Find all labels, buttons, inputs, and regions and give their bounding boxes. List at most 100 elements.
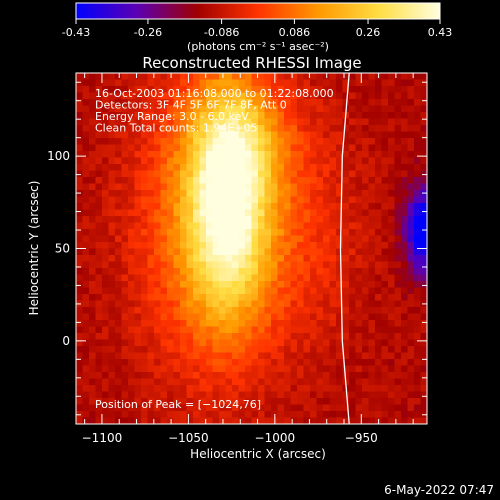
heatmap-cell [115,216,123,224]
heatmap-cell [193,333,201,341]
heatmap-cell [167,242,175,250]
heatmap-cell [212,268,220,276]
heatmap-cell [362,118,370,126]
heatmap-cell [167,255,175,263]
heatmap-cell [154,398,162,406]
heatmap-cell [89,372,97,380]
heatmap-cell [355,164,363,172]
heatmap-cell [173,138,181,146]
heatmap-cell [108,105,116,113]
heatmap-cell [115,339,123,347]
heatmap-cell [173,196,181,204]
heatmap-cell [219,398,227,406]
heatmap-cell [290,151,298,159]
heatmap-cell [180,79,188,87]
heatmap-cell [323,151,331,159]
heatmap-cell [329,125,337,133]
heatmap-cell [375,261,383,269]
heatmap-cell [160,112,168,120]
annotation-line: 16-Oct-2003 01:16:08.000 to 01:22:08.000 [95,87,334,100]
heatmap-cell [225,333,233,341]
heatmap-cell [258,268,266,276]
heatmap-cell [89,365,97,373]
heatmap-cell [251,144,259,152]
heatmap-cell [206,300,214,308]
heatmap-cell [251,229,259,237]
heatmap-cell [251,112,259,120]
heatmap-cell [297,274,305,282]
heatmap-cell [277,313,285,321]
heatmap-cell [134,112,142,120]
heatmap-cell [115,138,123,146]
heatmap-cell [76,339,84,347]
heatmap-cell [160,417,168,424]
heatmap-cell [368,118,376,126]
heatmap-cell [284,398,292,406]
heatmap-cell [297,164,305,172]
heatmap-cell [329,105,337,113]
heatmap-cell [329,138,337,146]
heatmap-cell [95,261,103,269]
heatmap-cell [290,281,298,289]
heatmap-cell [180,235,188,243]
heatmap-cell [401,339,409,347]
heatmap-cell [362,398,370,406]
heatmap-cell [251,151,259,159]
heatmap-cell [401,378,409,386]
heatmap-cell [225,326,233,334]
heatmap-cell [375,118,383,126]
heatmap-cell [394,222,402,230]
heatmap-cell [232,222,240,230]
heatmap-cell [82,92,90,100]
heatmap-cell [290,105,298,113]
heatmap-cell [349,411,357,419]
heatmap-cell [193,300,201,308]
heatmap-cell [264,346,272,354]
heatmap-cell [277,229,285,237]
heatmap-cell [277,248,285,256]
heatmap-cell [95,281,103,289]
heatmap-cell [167,372,175,380]
heatmap-cell [225,151,233,159]
heatmap-cell [128,411,136,419]
heatmap-cell [108,170,116,178]
heatmap-cell [232,144,240,152]
heatmap-cell [381,326,389,334]
heatmap-cell [264,378,272,386]
heatmap-cell [199,391,207,399]
heatmap-cell [102,131,110,139]
heatmap-cell [232,287,240,295]
heatmap-cell [76,203,84,211]
heatmap-cell [284,385,292,393]
heatmap-cell [271,242,279,250]
heatmap-cell [245,118,253,126]
heatmap-cell [89,190,97,198]
heatmap-cell [245,183,253,191]
heatmap-cell [154,339,162,347]
heatmap-cell [407,372,415,380]
heatmap-cell [362,359,370,367]
heatmap-cell [121,326,129,334]
heatmap-cell [394,92,402,100]
heatmap-cell [199,118,207,126]
heatmap-cell [349,339,357,347]
heatmap-cell [414,268,422,276]
heatmap-cell [167,378,175,386]
heatmap-cell [206,359,214,367]
heatmap-cell [212,346,220,354]
heatmap-cell [134,229,142,237]
heatmap-cell [108,391,116,399]
heatmap-cell [297,346,305,354]
heatmap-cell [258,261,266,269]
heatmap-cell [414,359,422,367]
heatmap-cell [414,339,422,347]
heatmap-cell [407,196,415,204]
heatmap-cell [349,209,357,217]
heatmap-cell [407,294,415,302]
heatmap-cell [212,164,220,172]
heatmap-cell [342,118,350,126]
heatmap-cell [368,404,376,412]
heatmap-cell [154,346,162,354]
heatmap-cell [108,79,116,87]
heatmap-cell [336,385,344,393]
